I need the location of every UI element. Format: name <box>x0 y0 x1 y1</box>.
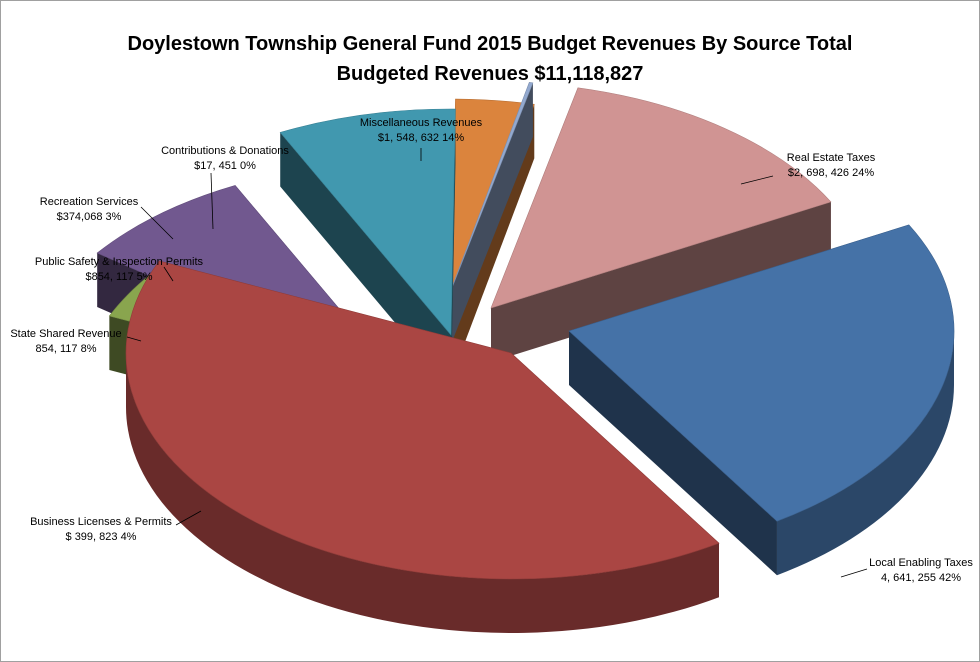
label-value: 4, 641, 255 42% <box>881 572 961 584</box>
slice-top <box>568 224 955 522</box>
label-name: Real Estate Taxes <box>787 152 876 164</box>
data-label-miscellaneous-revenues: Miscellaneous Revenues $1, 548, 632 14% <box>360 117 483 161</box>
label-value: $854, 117 5% <box>85 271 152 283</box>
slice-side-wall <box>569 331 777 576</box>
pie-slice-local-enabling-taxes <box>125 260 720 633</box>
chart-title-line2: Budgeted Revenues $11,118,827 <box>336 63 644 85</box>
leader-line <box>140 206 174 240</box>
label-name: Miscellaneous Revenues <box>360 117 483 129</box>
label-value: $2, 698, 426 24% <box>788 167 874 179</box>
data-label-local-enabling-taxes: Local Enabling Taxes 4, 641, 255 42% <box>840 557 973 584</box>
slice-top <box>490 87 832 309</box>
slice-top <box>125 260 720 580</box>
label-value: $ 399, 823 4% <box>66 531 137 543</box>
label-value: $1, 548, 632 14% <box>378 132 464 144</box>
leader-line <box>175 510 202 526</box>
leader-line <box>210 172 214 230</box>
label-name: Recreation Services <box>40 196 139 208</box>
data-label-recreation-services: Recreation Services $374,068 3% <box>40 196 174 240</box>
data-label-state-shared-revenue: State Shared Revenue 854, 117 8% <box>10 328 142 355</box>
slice-side-wall <box>491 201 831 362</box>
label-name: Business Licenses & Permits <box>30 516 172 528</box>
data-label-business-licenses-permits: Business Licenses & Permits $ 399, 823 4% <box>30 510 202 543</box>
slice-rim <box>776 331 954 576</box>
leader-line <box>840 568 868 578</box>
slice-side-wall <box>280 132 451 390</box>
pie-slice-miscellaneous-revenues <box>490 87 832 363</box>
slice-top <box>445 82 534 304</box>
chart-title: Doylestown Township General Fund 2015 Bu… <box>1 29 979 89</box>
label-name: Public Safety & Inspection Permits <box>35 256 204 268</box>
pie-slice-real-estate-taxes <box>568 224 955 576</box>
data-label-real-estate-taxes: Real Estate Taxes $2, 698, 426 24% <box>740 152 876 185</box>
leader-line <box>126 336 142 342</box>
data-label-contributions-donations: Contributions & Donations $17, 451 0% <box>161 145 289 230</box>
label-name: Contributions & Donations <box>161 145 289 157</box>
leader-line <box>740 175 774 185</box>
pie-slice-public-safety-inspection-permits <box>279 108 456 390</box>
label-value: $374,068 3% <box>57 211 122 223</box>
data-label-public-safety-inspection-permits: Public Safety & Inspection Permits $854, … <box>35 256 204 283</box>
pie-slice-contributions-donations <box>445 82 534 358</box>
leader-line <box>163 266 174 282</box>
label-value: 854, 117 8% <box>36 343 97 355</box>
chart-title-line1: Doylestown Township General Fund 2015 Bu… <box>127 33 853 55</box>
label-value: $17, 451 0% <box>194 160 256 172</box>
label-name: State Shared Revenue <box>10 328 121 340</box>
label-name: Local Enabling Taxes <box>869 557 973 569</box>
slice-side-wall <box>446 82 533 358</box>
slice-top <box>279 108 456 336</box>
slice-rim <box>126 353 719 633</box>
